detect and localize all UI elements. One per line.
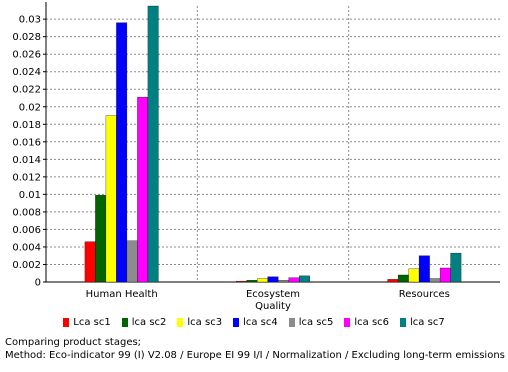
legend-swatch (344, 318, 351, 327)
y-tick-label: 0 (35, 278, 41, 289)
bar (288, 277, 300, 283)
legend: Lca sc1 lca sc2 lca sc3 lca sc4 lca sc5 lca s… (0, 317, 508, 328)
y-tick-label: 0.002 (12, 260, 41, 271)
bar (408, 268, 420, 283)
y-tick-label: 0.006 (12, 225, 41, 236)
chart: 0 0.002 0.004 0.006 0.008 0.01 0.012 0.014 0.016… (12, 2, 500, 312)
bar (397, 274, 409, 283)
caption-line-1: Comparing product stages; (5, 337, 142, 348)
bar (450, 252, 462, 283)
legend-label: Lca sc1 (73, 317, 111, 328)
legend-swatch (121, 318, 128, 327)
legend-label: lca sc4 (243, 317, 278, 328)
bar (246, 280, 258, 283)
y-tick-label: 0.018 (12, 120, 41, 131)
legend-label: lca sc6 (354, 317, 390, 328)
legend-swatch (400, 318, 407, 327)
x-category-label: Human Health (86, 289, 158, 300)
legend-swatch (288, 318, 295, 327)
y-tick-label: 0.014 (12, 155, 41, 166)
y-tick-label: 0.012 (12, 172, 41, 183)
bar (418, 255, 430, 283)
x-category-label: Resources (399, 289, 450, 300)
legend-item: lca sc4 (233, 317, 278, 328)
legend-label: lca sc7 (410, 317, 445, 328)
caption-line-2: Method: Eco-indicator 99 (I) V2.08 / Eur… (5, 350, 505, 361)
bar (439, 267, 451, 283)
legend-item: lca sc7 (400, 317, 445, 328)
y-tick-label: 0.016 (12, 137, 41, 148)
legend-swatch (63, 318, 70, 327)
bar (236, 280, 247, 283)
y-tick-label: 0.026 (12, 50, 41, 61)
bar (137, 96, 149, 283)
y-tick-label: 0.004 (12, 242, 41, 253)
legend-item: lca sc5 (288, 317, 334, 328)
y-tick-label: 0.008 (12, 207, 41, 218)
bar (387, 279, 399, 283)
legend-label: lca sc3 (187, 317, 223, 328)
y-tick-label: 0.01 (19, 190, 41, 201)
legend-swatch (233, 318, 240, 327)
x-category-label: Ecosystem (246, 289, 300, 300)
legend-item: lca sc2 (121, 317, 167, 328)
bar (95, 195, 107, 283)
legend-swatch (177, 318, 184, 327)
y-tick-label: 0.022 (12, 85, 41, 96)
bar (299, 275, 310, 283)
y-tick-label: 0.024 (12, 67, 41, 78)
bar (126, 240, 138, 283)
chart-caption: Comparing product stages; Method: Eco-in… (5, 336, 505, 362)
bar (84, 241, 96, 283)
legend-item: lca sc3 (177, 317, 222, 328)
legend-label: lca sc5 (298, 317, 334, 328)
bar (429, 278, 441, 283)
legend-item: Lca sc1 (63, 317, 111, 328)
bar (257, 278, 268, 283)
y-tick-label: 0.03 (19, 15, 41, 26)
y-tick-label: 0.02 (19, 102, 41, 113)
bar (267, 276, 279, 283)
y-tick-label: 0.028 (12, 32, 41, 43)
x-category-label: Quality (255, 301, 291, 312)
legend-item: lca sc6 (344, 317, 389, 328)
bar (278, 280, 289, 283)
bar (147, 5, 159, 283)
legend-label: lca sc2 (131, 317, 167, 328)
bar (116, 22, 128, 283)
bar (105, 115, 117, 283)
